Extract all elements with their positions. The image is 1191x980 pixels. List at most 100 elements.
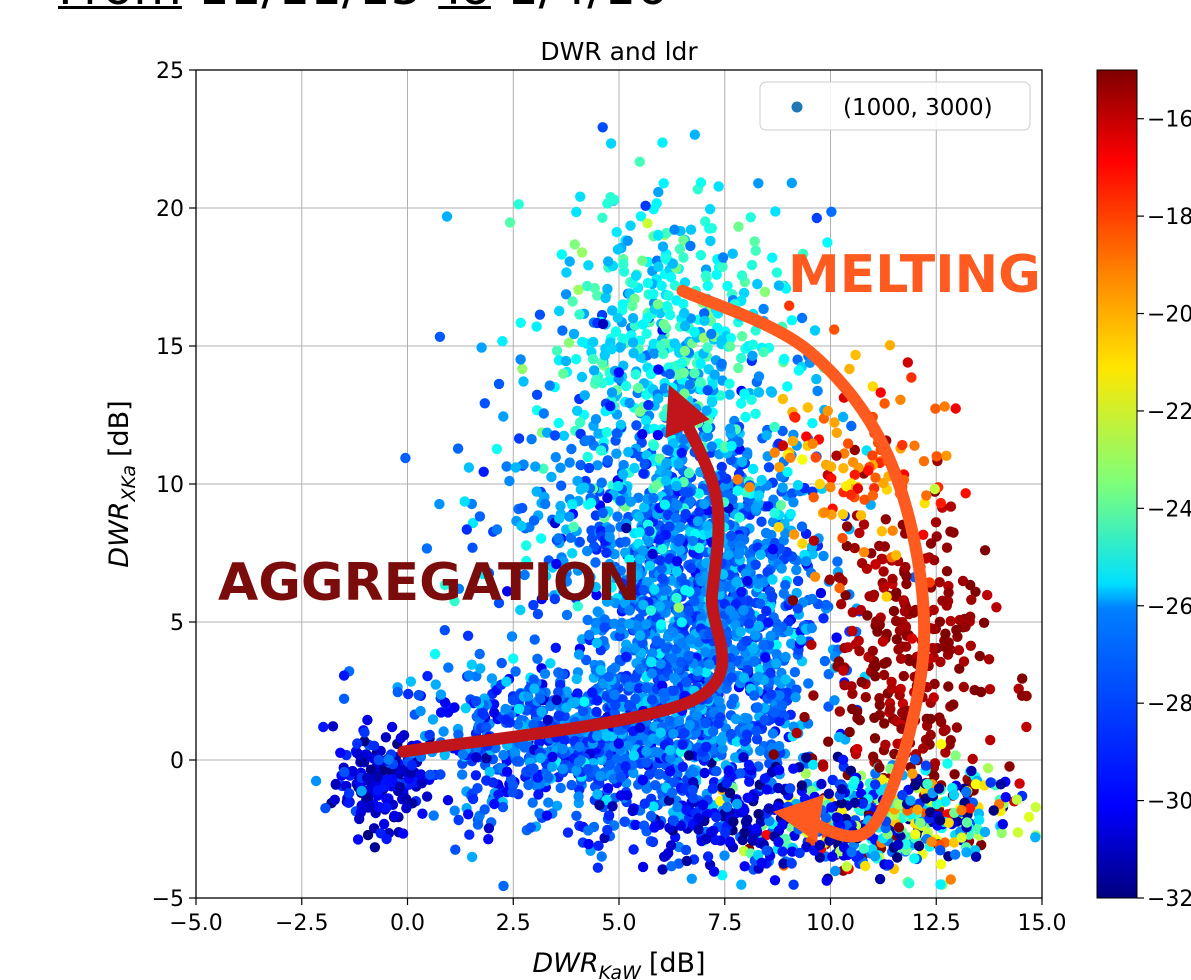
data-point [811,373,822,385]
data-point [965,611,976,622]
data-point [1000,792,1011,803]
data-point [580,435,592,446]
data-point [794,847,805,859]
data-point [771,639,782,651]
data-point [683,750,695,761]
data-point [362,714,373,726]
data-point [681,677,692,688]
data-point [556,585,567,596]
data-point [846,420,857,432]
data-point [546,471,557,483]
data-point [638,820,650,831]
data-point [841,481,852,492]
data-point [777,425,788,437]
data-point [777,482,788,493]
data-point [620,753,631,765]
data-point [854,645,865,657]
data-point [639,459,650,470]
data-point [700,667,712,678]
data-point [975,686,987,698]
data-point [902,357,913,368]
data-point [821,875,832,886]
data-point [797,538,808,549]
data-point [602,824,613,836]
data-point [684,719,695,731]
data-point [576,247,588,258]
data-point [869,851,881,862]
data-point [967,753,978,765]
y-axis-label-sub: XKa [118,465,140,502]
data-point [780,674,791,685]
data-point [470,696,482,707]
colorbar-tick-label: −22 [1147,400,1191,425]
data-point [502,586,513,597]
data-point [565,532,576,543]
data-point [766,689,777,700]
data-point [685,224,697,235]
data-point [917,743,929,754]
data-point [716,735,727,746]
data-point [661,301,673,312]
data-point [663,795,675,806]
data-point [702,342,713,353]
data-point [892,852,903,863]
x-axis-label: DWRKaW [dB] [532,948,705,980]
data-point [871,616,882,627]
data-point [725,341,736,352]
data-point [654,768,665,780]
data-point [479,398,490,409]
data-point [942,758,953,769]
data-point [870,779,881,790]
data-point [809,571,821,582]
data-point [551,694,562,706]
data-point [845,489,857,500]
data-point [836,798,847,809]
data-point [621,522,632,534]
x-tick-label: 15.0 [1018,911,1067,936]
data-point [736,352,747,364]
data-point [327,721,339,732]
data-point [785,452,796,463]
data-point [477,707,488,719]
data-point [859,494,870,505]
data-point [777,393,789,405]
data-point [681,855,693,867]
data-point [733,221,744,232]
data-point [564,256,575,267]
data-point [814,852,826,863]
data-point [756,516,767,527]
data-point [607,305,618,316]
data-point [736,270,748,281]
y-tick-label: −5 [152,887,184,912]
data-point [891,634,902,645]
data-point [460,703,471,714]
data-point [500,703,511,715]
data-point [974,650,985,662]
data-point [844,363,855,375]
data-point [628,750,640,761]
data-point [464,829,475,840]
data-point [964,803,976,814]
data-point [847,703,858,715]
data-point [905,795,916,806]
data-point [919,498,930,509]
data-point [615,495,626,506]
data-point [748,463,759,475]
data-point [899,606,910,617]
data-point [788,879,799,890]
data-point [785,508,796,520]
data-point [755,549,766,560]
data-point [590,617,601,629]
data-point [996,827,1007,839]
data-point [708,866,720,877]
data-point [559,734,570,746]
data-point [318,721,329,733]
data-point [372,785,384,796]
data-point [532,608,544,620]
data-point [627,313,639,324]
data-point [478,466,489,477]
data-point [601,730,612,742]
data-point [829,695,840,706]
data-point [898,595,909,606]
data-point [758,303,769,315]
